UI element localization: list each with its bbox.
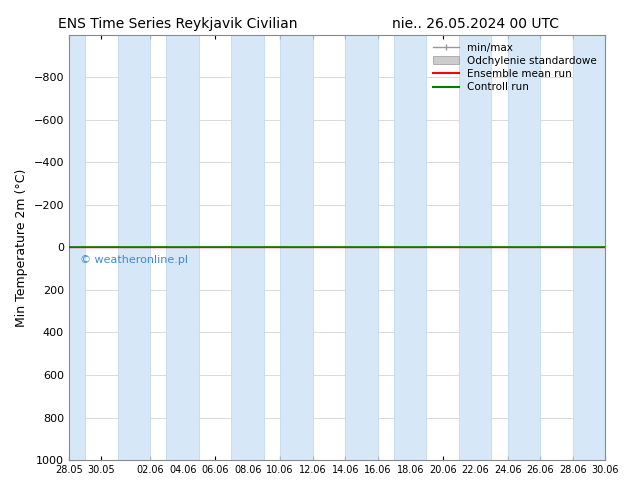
Bar xyxy=(118,35,150,460)
Bar xyxy=(69,35,85,460)
Text: © weatheronline.pl: © weatheronline.pl xyxy=(80,255,188,265)
Bar xyxy=(573,35,605,460)
Y-axis label: Min Temperature 2m (°C): Min Temperature 2m (°C) xyxy=(15,168,28,326)
Bar xyxy=(459,35,491,460)
Bar xyxy=(167,35,199,460)
Text: nie.. 26.05.2024 00 UTC: nie.. 26.05.2024 00 UTC xyxy=(392,17,559,31)
Text: ENS Time Series Reykjavik Civilian: ENS Time Series Reykjavik Civilian xyxy=(58,17,297,31)
Bar xyxy=(394,35,427,460)
Bar xyxy=(508,35,540,460)
Bar xyxy=(345,35,378,460)
Bar xyxy=(231,35,264,460)
Bar xyxy=(280,35,313,460)
Legend: min/max, Odchylenie standardowe, Ensemble mean run, Controll run: min/max, Odchylenie standardowe, Ensembl… xyxy=(430,40,600,96)
